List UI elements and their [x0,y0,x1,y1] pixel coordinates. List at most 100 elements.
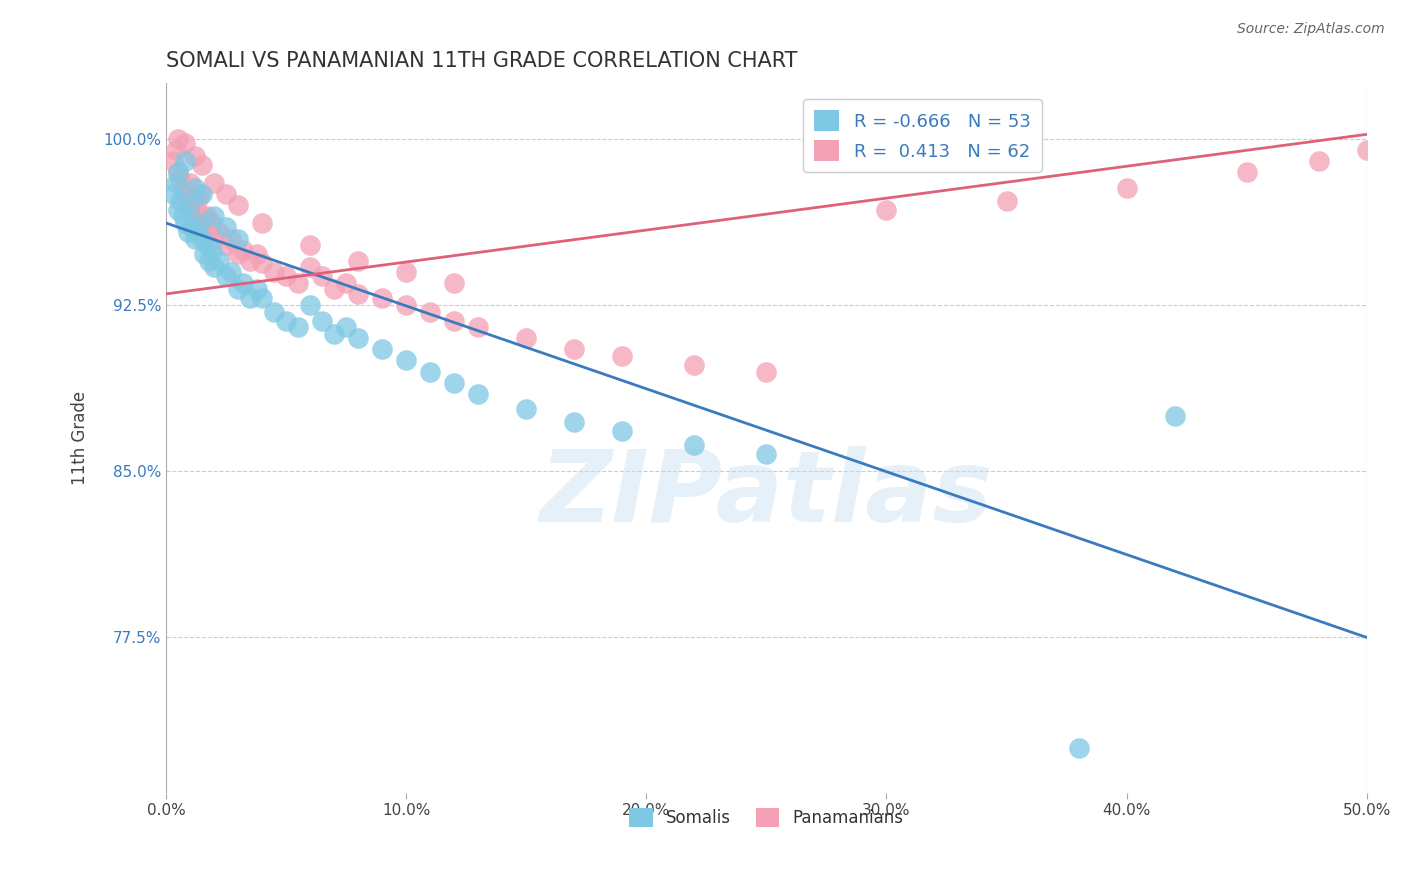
Point [191,187,214,202]
Point [165,143,187,157]
Point [250,256,273,270]
Point [562,416,585,430]
Point [323,283,346,297]
Point [612,349,634,363]
Point [1115,180,1137,194]
Point [167,165,190,179]
Point [226,283,249,297]
Point [287,276,309,290]
Point [195,238,218,252]
Point [198,225,221,239]
Point [274,269,297,284]
Point [467,320,489,334]
Point [184,149,207,163]
Point [167,132,190,146]
Point [683,437,706,451]
Point [188,216,211,230]
Point [179,198,201,212]
Point [755,446,778,460]
Point [250,291,273,305]
Point [219,231,242,245]
Point [263,265,285,279]
Y-axis label: 11th Grade: 11th Grade [72,391,89,485]
Point [246,283,269,297]
Point [876,202,898,217]
Point [1067,741,1090,756]
Legend: Somalis, Panamanians: Somalis, Panamanians [623,801,910,834]
Point [186,225,208,239]
Point [193,216,215,230]
Point [311,269,333,284]
Point [263,304,285,318]
Point [193,247,215,261]
Point [1236,165,1258,179]
Point [176,198,198,212]
Point [347,287,370,301]
Point [232,276,254,290]
Point [443,376,465,390]
Point [202,210,225,224]
Point [191,231,214,245]
Point [167,202,190,217]
Point [287,320,309,334]
Point [299,260,322,275]
Point [215,187,238,202]
Point [683,358,706,372]
Point [215,238,238,252]
Point [239,291,262,305]
Point [184,231,207,245]
Point [219,265,242,279]
Point [419,364,441,378]
Point [172,210,194,224]
Point [347,253,370,268]
Point [562,343,585,357]
Point [371,343,394,357]
Point [169,171,191,186]
Point [467,386,489,401]
Point [250,216,273,230]
Point [174,136,197,151]
Point [174,216,197,230]
Point [202,260,225,275]
Point [246,247,269,261]
Point [335,276,357,290]
Point [215,220,238,235]
Point [169,194,191,208]
Point [198,253,221,268]
Point [443,313,465,327]
Point [179,176,201,190]
Point [347,331,370,345]
Point [995,194,1018,208]
Point [299,298,322,312]
Text: SOMALI VS PANAMANIAN 11TH GRADE CORRELATION CHART: SOMALI VS PANAMANIAN 11TH GRADE CORRELAT… [166,51,797,70]
Point [188,187,211,202]
Point [186,194,208,208]
Point [195,210,218,224]
Point [515,331,537,345]
Point [181,194,204,208]
Point [201,216,224,230]
Point [202,231,225,245]
Point [1355,143,1378,157]
Point [215,269,238,284]
Point [208,225,231,239]
Text: ZIPatlas: ZIPatlas [540,446,993,543]
Point [162,187,184,202]
Point [395,353,418,368]
Point [239,253,262,268]
Point [201,243,224,257]
Point [335,320,357,334]
Point [184,202,207,217]
Text: Source: ZipAtlas.com: Source: ZipAtlas.com [1237,22,1385,37]
Point [443,276,465,290]
Point [371,291,394,305]
Point [1308,153,1330,168]
Point [162,153,184,168]
Point [515,402,537,417]
Point [226,198,249,212]
Point [226,247,249,261]
Point [323,326,346,341]
Point [176,225,198,239]
Point [612,425,634,439]
Point [167,165,190,179]
